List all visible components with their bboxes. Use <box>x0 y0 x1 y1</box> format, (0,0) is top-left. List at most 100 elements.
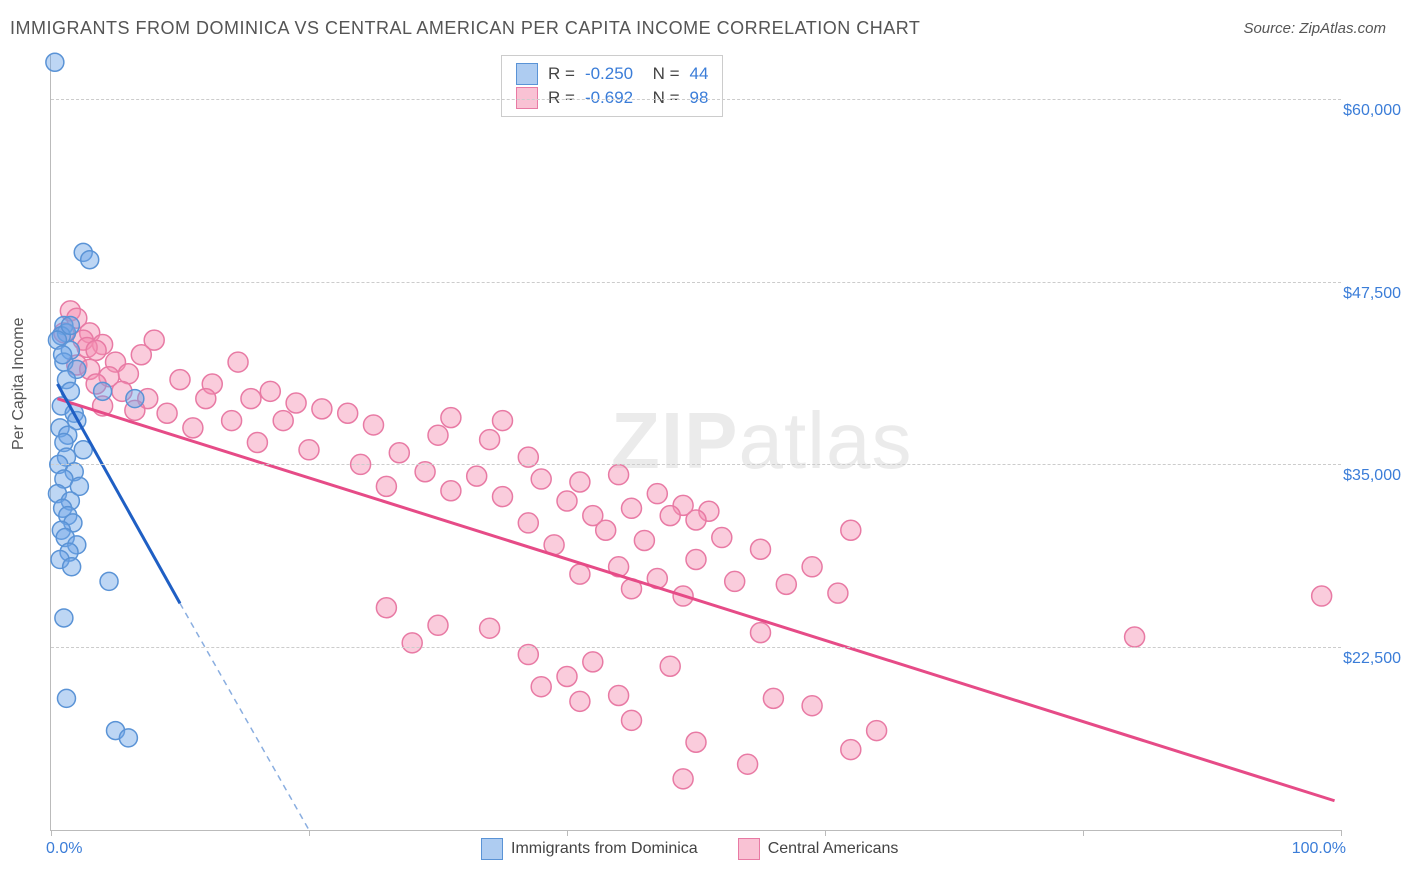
y-tick-label: $35,000 <box>1331 467 1401 485</box>
data-point <box>686 732 706 752</box>
data-point <box>557 666 577 686</box>
data-point <box>738 754 758 774</box>
data-point <box>61 317 79 335</box>
data-point <box>157 403 177 423</box>
data-point <box>531 677 551 697</box>
chart-title: IMMIGRANTS FROM DOMINICA VS CENTRAL AMER… <box>10 18 920 39</box>
data-point <box>570 564 590 584</box>
data-point <box>55 609 73 627</box>
data-point <box>493 487 513 507</box>
data-point <box>518 513 538 533</box>
stat-r-value-1: -0.250 <box>585 62 633 86</box>
data-point <box>428 615 448 635</box>
data-point <box>312 399 332 419</box>
data-point <box>81 251 99 269</box>
stat-n-label-1: N = <box>643 62 679 86</box>
gridline <box>51 647 1341 648</box>
swatch-blue-icon <box>516 63 538 85</box>
data-point <box>126 390 144 408</box>
data-point <box>286 393 306 413</box>
data-point <box>402 633 422 653</box>
data-point <box>86 340 106 360</box>
data-point <box>376 598 396 618</box>
data-point <box>828 583 848 603</box>
data-point <box>131 345 151 365</box>
data-point <box>622 710 642 730</box>
legend-swatch-pink-icon <box>738 838 760 860</box>
y-tick-label: $22,500 <box>1331 650 1401 668</box>
data-point <box>119 729 137 747</box>
data-point <box>364 415 384 435</box>
x-tick <box>1083 830 1084 836</box>
legend-label-1: Immigrants from Dominica <box>511 840 698 858</box>
x-tick <box>567 830 568 836</box>
data-point <box>441 408 461 428</box>
x-tick <box>1341 830 1342 836</box>
legend-series: Immigrants from Dominica Central America… <box>481 838 898 860</box>
data-point <box>725 571 745 591</box>
y-tick-label: $60,000 <box>1331 102 1401 120</box>
data-point <box>170 370 190 390</box>
data-point <box>802 557 822 577</box>
data-point <box>57 689 75 707</box>
data-point <box>54 346 72 364</box>
gridline <box>51 464 1341 465</box>
data-point <box>609 465 629 485</box>
data-point <box>867 721 887 741</box>
data-point <box>802 696 822 716</box>
data-point <box>609 685 629 705</box>
data-point <box>647 484 667 504</box>
data-point <box>222 411 242 431</box>
plot-svg <box>51 55 1341 830</box>
data-point <box>531 469 551 489</box>
chart-container: IMMIGRANTS FROM DOMINICA VS CENTRAL AMER… <box>0 0 1406 892</box>
data-point <box>241 389 261 409</box>
data-point <box>570 472 590 492</box>
data-point <box>1312 586 1332 606</box>
data-point <box>273 411 293 431</box>
data-point <box>46 53 64 71</box>
data-point <box>260 381 280 401</box>
data-point <box>583 652 603 672</box>
data-point <box>557 491 577 511</box>
stat-n-value-1: 44 <box>690 62 709 86</box>
data-point <box>634 530 654 550</box>
x-tick <box>51 830 52 836</box>
data-point <box>841 520 861 540</box>
legend-stats: R = -0.250 N = 44 R = -0.692 N = 98 <box>501 55 723 117</box>
data-point <box>686 510 706 530</box>
data-point <box>712 528 732 548</box>
data-point <box>1125 627 1145 647</box>
legend-stats-row-1: R = -0.250 N = 44 <box>516 62 708 86</box>
data-point <box>841 740 861 760</box>
data-point <box>63 558 81 576</box>
data-point <box>196 389 216 409</box>
x-axis-max-label: 100.0% <box>1292 840 1346 858</box>
x-tick <box>309 830 310 836</box>
data-point <box>376 476 396 496</box>
data-point <box>622 498 642 518</box>
data-point <box>299 440 319 460</box>
data-point <box>338 403 358 423</box>
legend-item-2: Central Americans <box>738 838 899 860</box>
legend-item-1: Immigrants from Dominica <box>481 838 698 860</box>
data-point <box>660 506 680 526</box>
data-point <box>596 520 616 540</box>
data-point <box>94 382 112 400</box>
legend-label-2: Central Americans <box>768 840 899 858</box>
data-point <box>467 466 487 486</box>
data-point <box>247 433 267 453</box>
legend-swatch-blue-icon <box>481 838 503 860</box>
plot-area: ZIPatlas R = -0.250 N = 44 R = -0.692 N … <box>50 55 1341 831</box>
data-point <box>428 425 448 445</box>
data-point <box>183 418 203 438</box>
data-point <box>776 574 796 594</box>
data-point <box>763 688 783 708</box>
data-point <box>493 411 513 431</box>
data-point <box>751 539 771 559</box>
data-point <box>686 549 706 569</box>
data-point <box>441 481 461 501</box>
data-point <box>660 656 680 676</box>
y-tick-label: $47,500 <box>1331 285 1401 303</box>
x-axis-min-label: 0.0% <box>46 840 82 858</box>
